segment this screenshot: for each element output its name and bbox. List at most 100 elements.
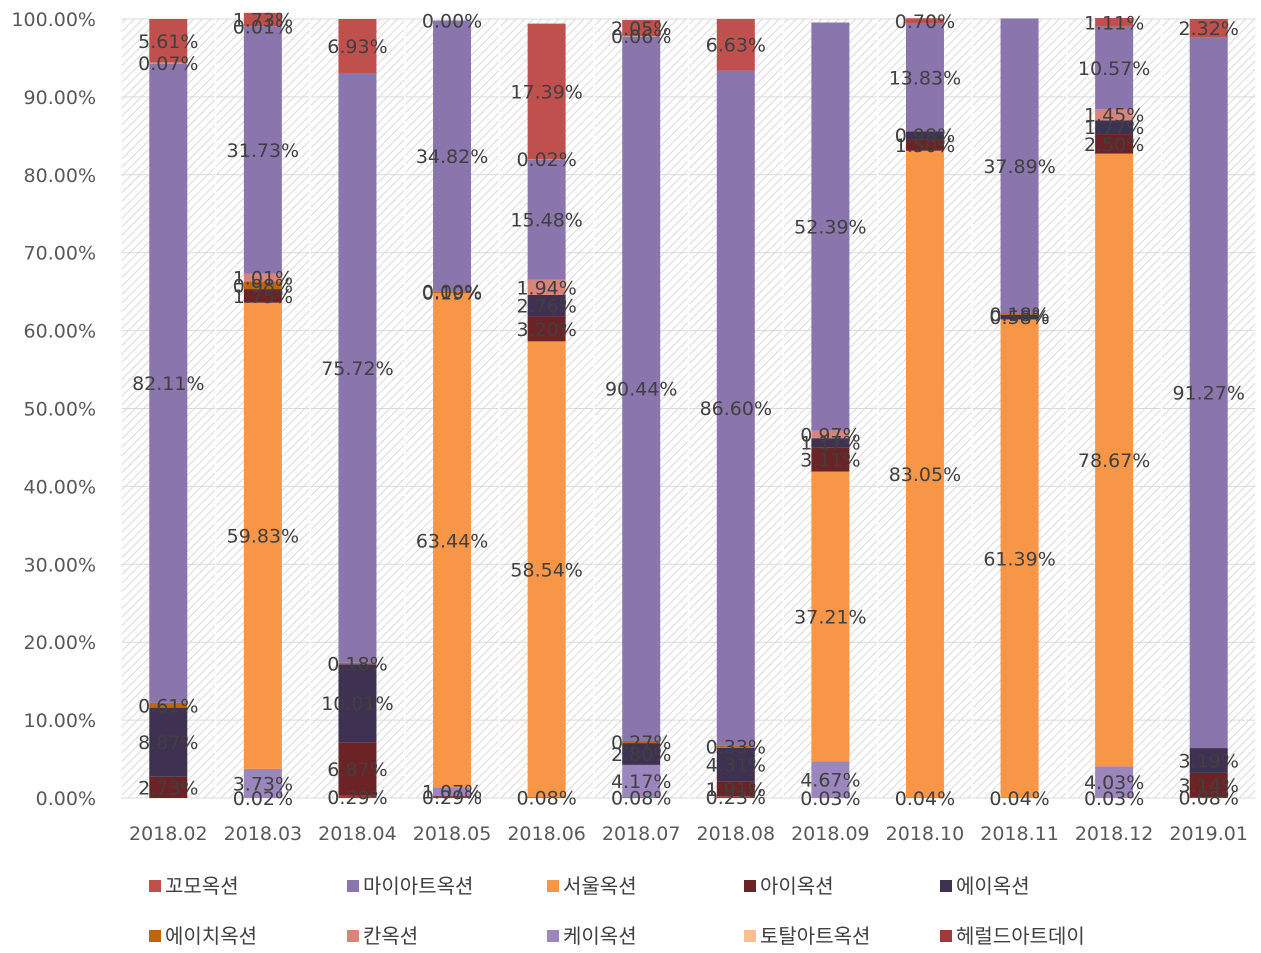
data-label: 0.08% — [1179, 788, 1239, 810]
legend-label: 서울옥션 — [563, 874, 637, 898]
data-label: 86.60% — [700, 398, 772, 420]
data-label: 37.89% — [983, 156, 1055, 178]
data-label: 31.73% — [227, 140, 299, 162]
bar-segment — [149, 707, 188, 777]
bar-segment — [243, 289, 282, 303]
bar-segment — [811, 761, 850, 798]
legend-label: 마이아트옥션 — [363, 874, 473, 898]
bar-segment — [716, 18, 755, 71]
data-label: 0.01% — [233, 16, 293, 38]
data-label: 2.50% — [1084, 134, 1144, 156]
x-tick-label: 2018.04 — [318, 823, 397, 845]
bar-segment — [527, 797, 566, 798]
bar-segment — [433, 291, 472, 294]
legend-swatch — [940, 930, 952, 942]
gridlines — [120, 18, 1257, 799]
legend-label: 에이치옥션 — [165, 924, 257, 948]
bar-segment — [622, 797, 661, 798]
legend-label: 꼬모옥션 — [165, 874, 239, 898]
x-tick-label: 2018.03 — [224, 823, 303, 845]
bar-segment — [716, 745, 755, 748]
data-label: 0.03% — [800, 788, 860, 810]
data-label: 75.72% — [321, 358, 393, 380]
data-label: 0.00% — [422, 10, 482, 32]
data-label: 83.05% — [889, 464, 961, 486]
bar-segment — [905, 139, 944, 151]
y-tick-label: 80.00% — [24, 165, 96, 187]
x-tick-label: 2018.11 — [980, 823, 1059, 845]
bar-segment — [1000, 18, 1039, 314]
bar-segment — [716, 796, 755, 798]
bar-segment — [905, 23, 944, 132]
bar-segment — [811, 438, 850, 448]
data-label: 0.06% — [611, 26, 671, 48]
bar-segment — [1095, 120, 1134, 135]
y-axis-tick-labels: 0.00% 10.00% 20.00% 30.00% 40.00% 50.00% 60.00… — [11, 9, 96, 810]
data-label: 0.08% — [516, 788, 576, 810]
data-label: 1.11% — [1084, 12, 1144, 34]
data-label: 0.00% — [422, 282, 482, 304]
data-label: 2.05% — [611, 18, 671, 40]
bar-segment — [1095, 153, 1134, 767]
data-label: 6.93% — [327, 36, 387, 58]
data-label: 10.01% — [321, 693, 393, 715]
data-label: 0.97% — [800, 424, 860, 446]
bar-segment — [622, 743, 661, 765]
data-label: 0.27% — [611, 732, 671, 754]
bar-segment — [1000, 314, 1039, 320]
bar-segment — [1189, 797, 1228, 798]
x-tick-label: 2019.01 — [1169, 823, 1248, 845]
data-label: 61.39% — [983, 549, 1055, 571]
y-tick-label: 40.00% — [24, 476, 96, 498]
bar-segment — [243, 12, 282, 27]
data-label: 0.03% — [1084, 788, 1144, 810]
legend-swatch — [547, 880, 559, 892]
data-label: 90.44% — [605, 379, 677, 401]
bar-segment — [433, 293, 472, 788]
data-label: 82.11% — [132, 373, 204, 395]
data-label: 2.73% — [138, 777, 198, 799]
data-label: 0.33% — [706, 736, 766, 758]
legend-swatch — [149, 880, 161, 892]
bar-segment — [1189, 19, 1228, 38]
bar-segment — [527, 316, 566, 342]
bar-segment — [905, 18, 944, 24]
data-label: 2.32% — [1179, 18, 1239, 40]
data-label: 0.29% — [327, 787, 387, 809]
data-label: 63.44% — [416, 530, 488, 552]
bar-segment — [149, 776, 188, 798]
bar-segment — [716, 781, 755, 797]
data-label: 59.83% — [227, 526, 299, 548]
bar-segment — [338, 662, 377, 665]
legend-label: 헤럴드아트데이 — [956, 924, 1085, 948]
data-label: 1.75% — [233, 286, 293, 308]
data-label: 0.04% — [895, 788, 955, 810]
data-label: 0.18% — [989, 304, 1049, 326]
data-label: 6.63% — [706, 35, 766, 57]
y-tick-label: 70.00% — [24, 243, 96, 265]
legend-label: 에이옥션 — [956, 874, 1030, 898]
bar-segment — [1095, 766, 1134, 798]
data-label: 3.19% — [1179, 750, 1239, 772]
bar-segment — [338, 72, 377, 663]
bar-segment — [622, 36, 661, 741]
data-label: 17.39% — [510, 81, 582, 103]
data-label: 91.27% — [1172, 383, 1244, 405]
x-tick-label: 2018.10 — [886, 823, 965, 845]
y-tick-label: 20.00% — [24, 632, 96, 654]
x-tick-label: 2018.05 — [413, 823, 492, 845]
bar-segment — [433, 787, 472, 796]
bar-segment — [338, 795, 377, 798]
bar-segment — [811, 471, 850, 762]
legend-label: 칸옥션 — [363, 924, 418, 948]
data-label: 1.45% — [1084, 105, 1144, 127]
data-label: 5.61% — [138, 31, 198, 53]
bar-segment — [811, 430, 850, 439]
data-label: 4.17% — [611, 771, 671, 793]
bar-segment — [1189, 748, 1228, 773]
legend-label: 토탈아트옥션 — [760, 924, 870, 948]
bar-segment — [527, 341, 566, 798]
y-tick-label: 100.00% — [11, 9, 96, 31]
bar-segment — [433, 20, 472, 292]
